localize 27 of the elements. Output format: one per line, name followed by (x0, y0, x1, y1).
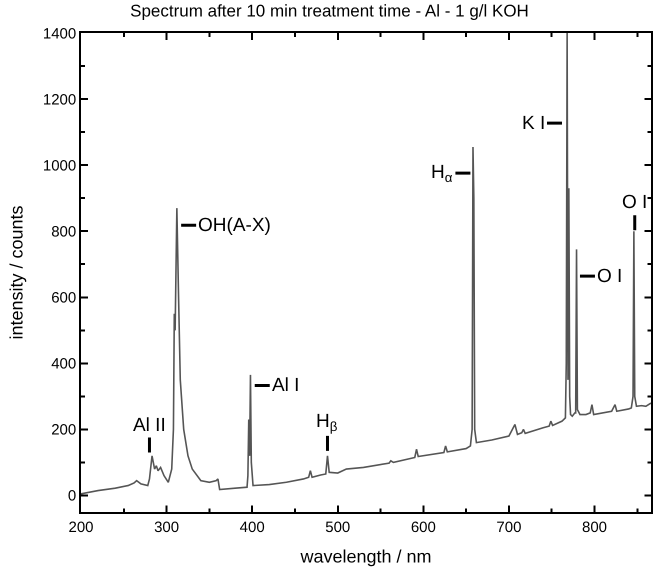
annotation: H$_{β}$ (316, 411, 338, 434)
y-axis-title: intensity / counts (6, 205, 27, 340)
x-tick-label: 200 (68, 518, 94, 536)
line-series (81, 33, 651, 495)
annotation: Al I (272, 375, 300, 396)
x-tick-label: 600 (410, 518, 436, 536)
x-tick-label: 400 (240, 518, 265, 536)
chart-title: Spectrum after 10 min treatment time - Al - 1 g/l KOH (130, 2, 529, 21)
y-tick-label: 400 (51, 356, 76, 373)
y-tick-label: 1200 (42, 91, 76, 108)
annotation: K I (522, 113, 546, 134)
x-tick-label: 300 (154, 518, 180, 536)
y-tick-label: 0 (68, 488, 76, 505)
y-tick-label: 800 (51, 223, 76, 240)
y-tick-label: 200 (51, 422, 76, 439)
annotation: O I (622, 192, 648, 213)
annotation: H$_{α}$ (431, 162, 453, 185)
y-tick-label: 1400 (42, 25, 76, 42)
y-tick-label: 1000 (42, 157, 76, 174)
annotation: OH(A-X) (198, 215, 271, 236)
x-tick-label: 700 (496, 518, 522, 536)
y-tick-label: 600 (51, 290, 76, 307)
annotation: O I (597, 266, 622, 287)
x-tick-label: 800 (582, 518, 608, 536)
x-tick-label: 500 (325, 518, 350, 536)
annotation: Al II (133, 415, 166, 436)
x-axis-title: wavelength / nm (299, 546, 432, 566)
